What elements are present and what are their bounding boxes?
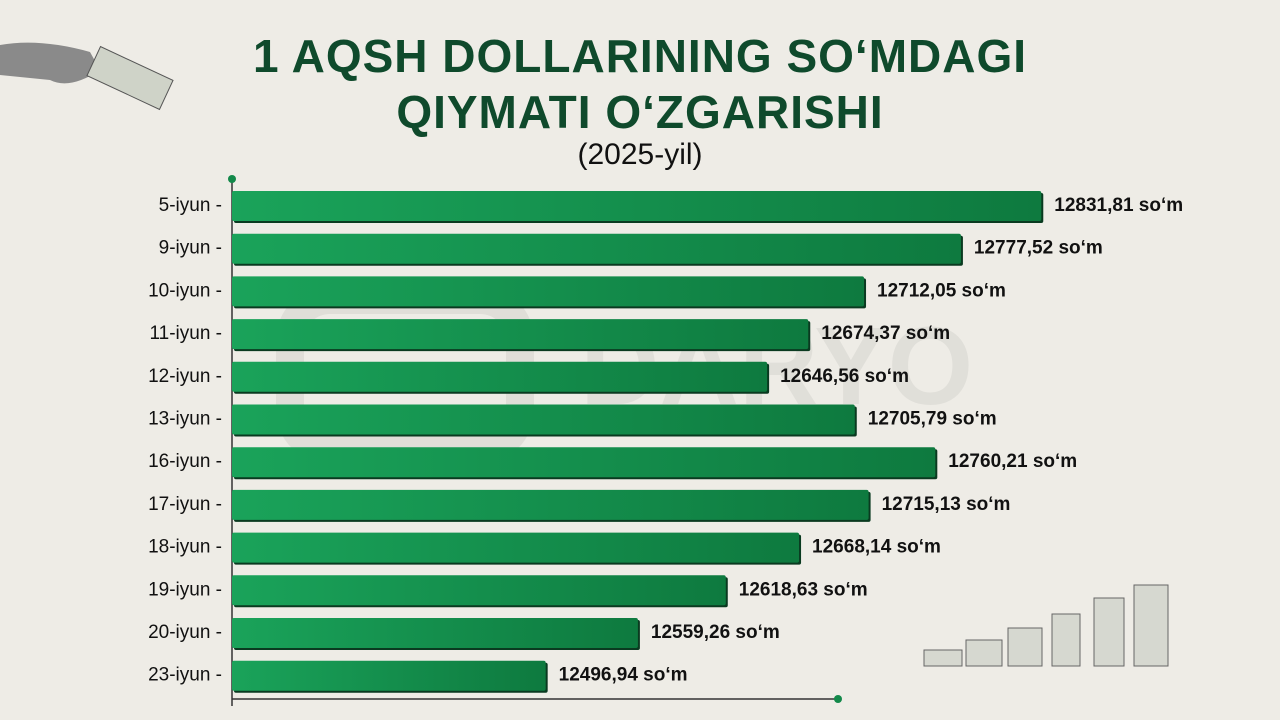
bar [232,404,855,435]
bar [232,618,638,648]
y-tick-label: 9-iyun - [159,238,222,259]
value-label: 12715,13 so‘m [882,494,1011,515]
y-tick-label: 17-iyun - [148,494,222,515]
value-label: 12496,94 so‘m [559,665,688,686]
y-tick-label: 16-iyun - [148,451,222,472]
value-label: 12712,05 so‘m [877,280,1006,301]
bar [232,532,800,563]
y-tick-label: 5-iyun - [159,195,222,216]
y-tick-label: 12-iyun - [148,366,222,387]
bar [232,319,809,350]
value-label: 12674,37 so‘m [821,323,950,344]
money-stacks [923,584,1169,667]
value-label: 12559,26 so‘m [651,622,780,643]
bar [232,660,546,691]
y-tick-label: 19-iyun - [148,579,222,600]
bar [232,489,869,520]
value-label: 12646,56 so‘m [780,366,909,387]
bar [232,447,936,478]
y-tick-label: 23-iyun - [148,665,222,686]
value-label: 12777,52 so‘m [974,238,1103,259]
bar [232,575,726,606]
y-tick-label: 10-iyun - [148,280,222,301]
chart-subtitle: (2025-yil) [577,138,703,171]
value-label: 12668,14 so‘m [812,537,941,558]
bar [232,191,1042,221]
bar [232,233,961,264]
y-tick-label: 13-iyun - [148,409,222,430]
hand-money [0,42,174,111]
value-label: 12618,63 so‘m [739,579,868,600]
axis-dot [228,175,236,183]
bar [232,361,768,392]
value-label: 12760,21 so‘m [948,451,1077,472]
axis-dot [834,695,842,703]
chart-title: 1 AQSH DOLLARINING SO‘MDAGI QIYMATI O‘ZG… [252,30,1028,138]
y-tick-label: 20-iyun - [148,622,222,643]
value-label: 12705,79 so‘m [868,409,997,430]
y-tick-label: 11-iyun - [149,323,222,344]
y-tick-label: 18-iyun - [148,537,222,558]
bar [232,276,865,307]
value-label: 12831,81 so‘m [1054,195,1183,216]
